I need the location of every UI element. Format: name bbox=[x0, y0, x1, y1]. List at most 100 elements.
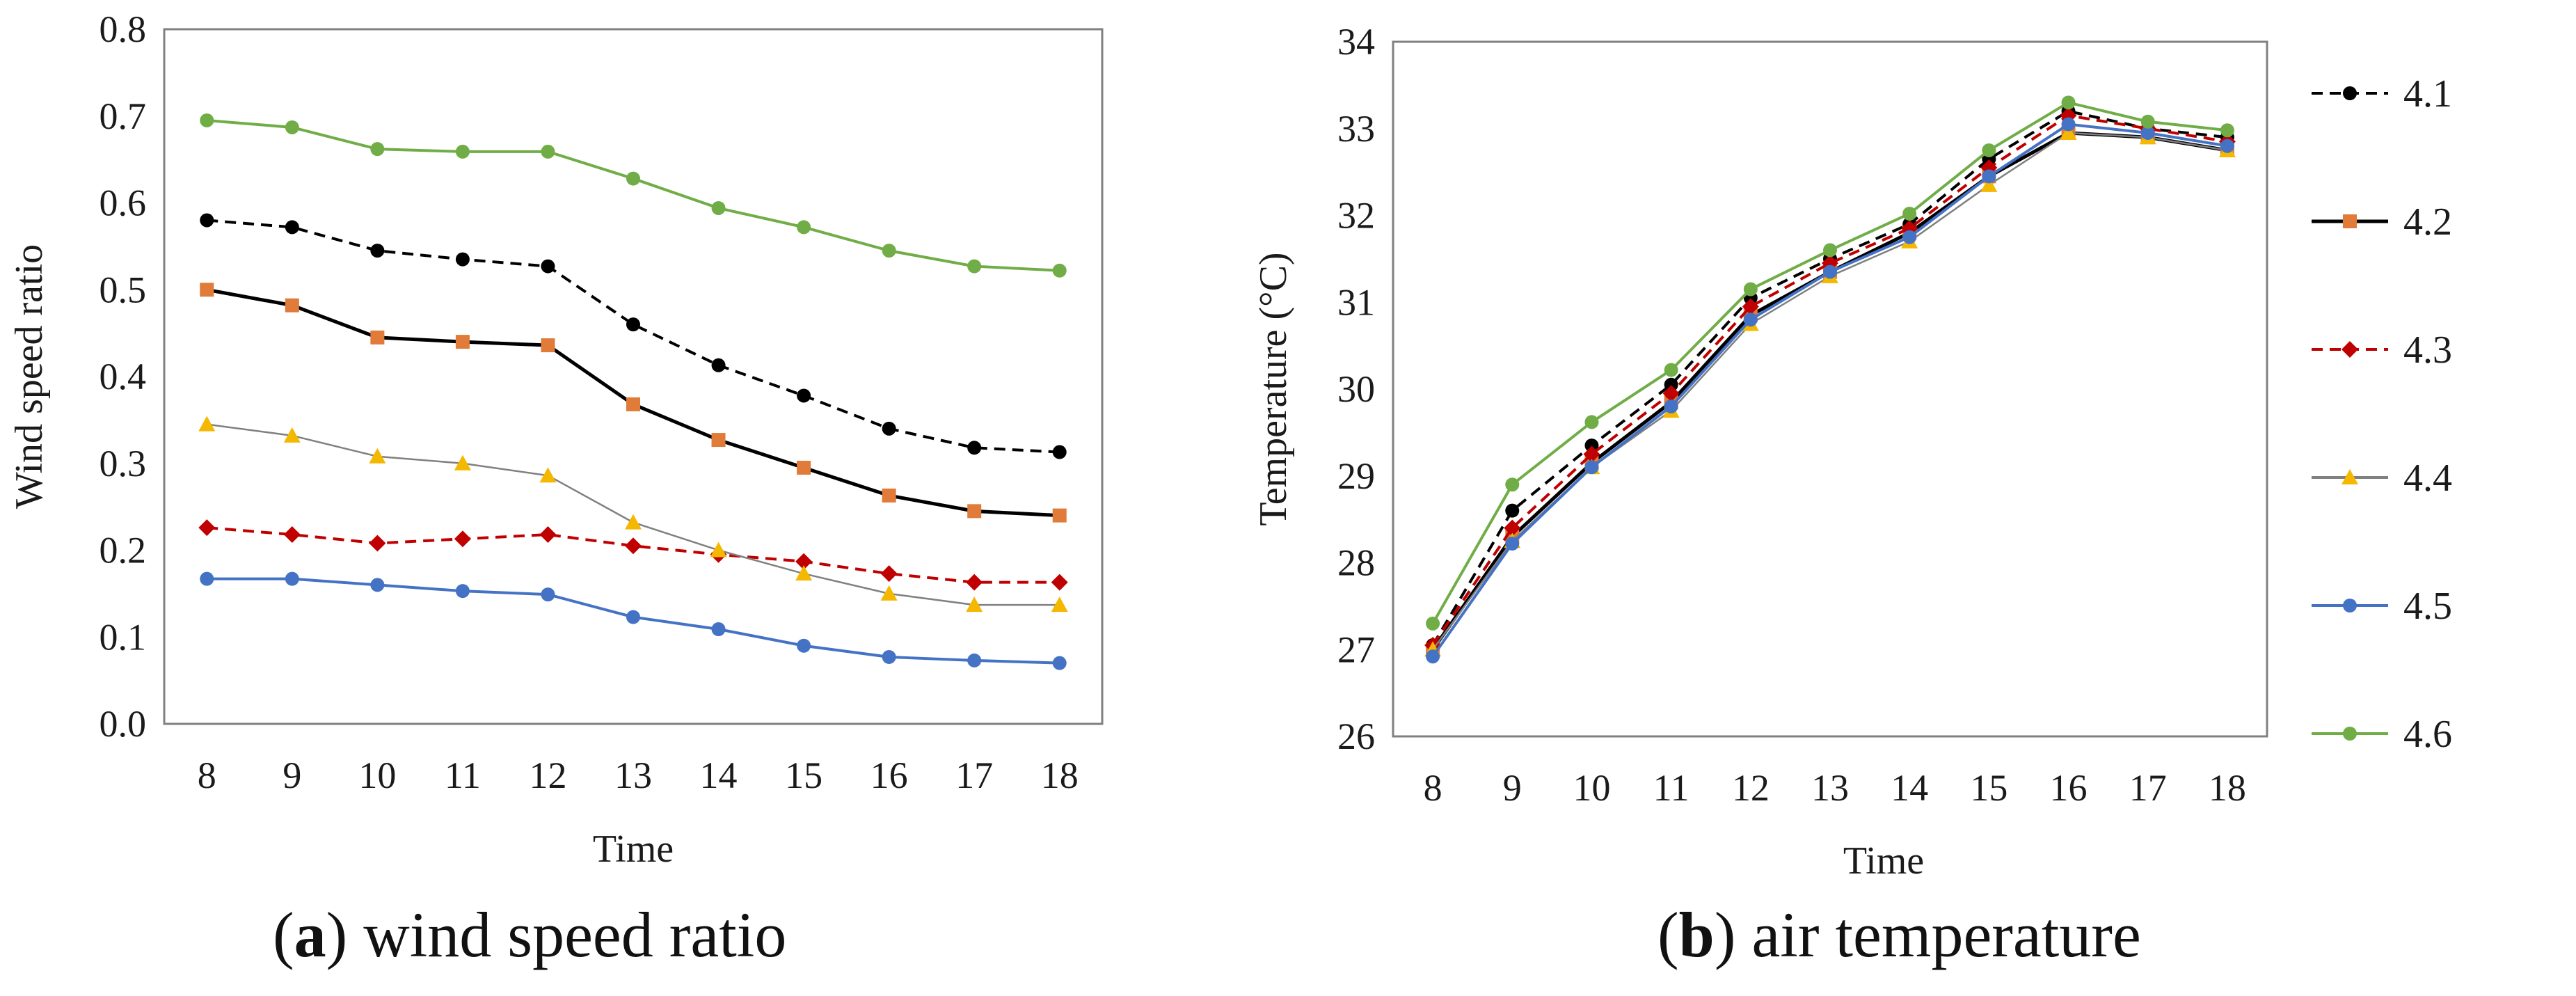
legend-marker bbox=[2342, 341, 2358, 358]
caption-b-letter: b bbox=[1678, 899, 1715, 970]
series-4.4-point bbox=[795, 565, 813, 581]
legend-item-4.1: 4.1 bbox=[2312, 72, 2452, 116]
series-4.3-point bbox=[283, 526, 301, 544]
series-4.5-point bbox=[967, 653, 982, 667]
series-4.4-point bbox=[369, 448, 386, 464]
series-4.3-point bbox=[880, 565, 898, 583]
x-tick-label: 8 bbox=[1424, 767, 1442, 809]
x-tick-label: 13 bbox=[1811, 767, 1849, 809]
series-4.6-point bbox=[711, 200, 726, 215]
x-tick-label: 18 bbox=[2209, 767, 2246, 809]
series-4.2-line bbox=[1431, 131, 2228, 651]
series-4.5-line bbox=[1431, 122, 2228, 658]
legend-marker bbox=[2343, 214, 2357, 228]
y-tick-label: 0.5 bbox=[100, 269, 147, 310]
series-4.5-point bbox=[1982, 169, 1996, 184]
series-4.2-point bbox=[285, 298, 299, 313]
series-4.5-point bbox=[2140, 125, 2155, 140]
series-4.2-point bbox=[200, 283, 214, 297]
series-4.5-point bbox=[882, 649, 896, 664]
y-tick-label: 34 bbox=[1337, 21, 1375, 63]
series-4.6-point bbox=[455, 144, 470, 159]
series-4.6-point bbox=[2140, 114, 2155, 129]
series-4.1-point bbox=[882, 421, 896, 436]
y-tick-label: 0.1 bbox=[100, 616, 147, 658]
series-4.6-point bbox=[1426, 616, 1440, 631]
series-4.6-point bbox=[882, 244, 896, 258]
x-tick-label: 17 bbox=[2129, 767, 2167, 809]
series-4.1-point bbox=[626, 317, 640, 332]
series-4.5-point bbox=[1505, 537, 1520, 551]
series-4.3-line bbox=[207, 526, 1060, 584]
series-4.1-point bbox=[967, 441, 982, 455]
series-4.3-point bbox=[1742, 298, 1759, 315]
series-4.6-point bbox=[1052, 263, 1067, 278]
series-4.4-point bbox=[1051, 596, 1068, 612]
series-4.6-point bbox=[285, 120, 299, 134]
caption-a-text: wind speed ratio bbox=[363, 899, 787, 970]
series-4.4-point bbox=[966, 596, 983, 612]
series-4.1-point bbox=[1505, 503, 1520, 518]
series-4.5-point bbox=[1743, 313, 1758, 327]
caption-b: (b) air temperature bbox=[1657, 899, 2141, 970]
series-4.1-point bbox=[370, 244, 385, 258]
series-4.2-point bbox=[967, 504, 982, 519]
x-tick-label: 16 bbox=[2050, 767, 2088, 809]
y-tick-label: 0.4 bbox=[100, 356, 147, 397]
series-4.4-point bbox=[198, 416, 216, 432]
series-4.3-point bbox=[369, 535, 386, 552]
y-tick-label: 27 bbox=[1337, 629, 1375, 670]
legend-label: 4.5 bbox=[2403, 585, 2452, 628]
series-4.6-point bbox=[1743, 282, 1758, 297]
x-tick-label: 11 bbox=[1653, 767, 1689, 809]
y-tick-labels: 0.0 0.1 0.2 0.3 0.4 0.5 0.6 0.7 0.8 bbox=[100, 8, 147, 745]
y-axis-label: Wind speed ratio bbox=[8, 244, 51, 509]
legend-item-4.3: 4.3 bbox=[2312, 329, 2452, 372]
legend-label: 4.1 bbox=[2403, 72, 2452, 116]
legend-marker bbox=[2342, 469, 2358, 484]
x-axis-label: Time bbox=[1843, 839, 1924, 883]
series-4.5-point bbox=[711, 622, 726, 637]
y-tick-label: 32 bbox=[1337, 195, 1375, 237]
series-4.1-point bbox=[711, 358, 726, 372]
series-4.2-point bbox=[541, 338, 555, 353]
y-axis-label: Temperature (°C) bbox=[1253, 252, 1295, 525]
series-4.2-point bbox=[711, 433, 726, 448]
series-4.5-point bbox=[455, 584, 470, 599]
series-4.3-point bbox=[795, 553, 813, 570]
series-4.6-point bbox=[2220, 123, 2234, 138]
series-4.4-point bbox=[2060, 124, 2077, 140]
series-4.1-point bbox=[541, 259, 555, 274]
plot-area-frame bbox=[163, 28, 1104, 725]
wind-speed-ratio-chart: 0.0 0.1 0.2 0.3 0.4 0.5 0.6 0.7 0.8 8 9 10 11 12 13 14… bbox=[8, 8, 1104, 871]
plot-area-frame bbox=[1392, 40, 2268, 738]
series-4.6-point bbox=[1982, 143, 1996, 157]
caption-a: (a) wind speed ratio bbox=[273, 899, 787, 970]
y-tick-label: 29 bbox=[1337, 455, 1375, 497]
series-4.3-point bbox=[1583, 445, 1600, 463]
y-tick-label: 0.3 bbox=[100, 443, 147, 484]
legend-marker bbox=[2343, 86, 2357, 100]
y-tick-label: 0.7 bbox=[100, 95, 147, 137]
series-4.1-point bbox=[797, 388, 811, 403]
series-4.6-point bbox=[626, 171, 640, 186]
y-tick-label: 26 bbox=[1337, 716, 1375, 757]
series-4.3-point bbox=[198, 519, 216, 537]
series-4.3-point bbox=[1504, 519, 1521, 537]
series-4.5-point bbox=[541, 587, 555, 602]
x-tick-label: 13 bbox=[614, 754, 652, 796]
legend-item-4.4: 4.4 bbox=[2312, 457, 2452, 500]
x-tick-label: 11 bbox=[445, 754, 481, 796]
series-4.5-point bbox=[797, 638, 811, 653]
x-tick-label: 16 bbox=[870, 754, 908, 796]
y-tick-label: 0.8 bbox=[100, 8, 147, 50]
series-4.5 bbox=[1426, 117, 2234, 664]
legend-label: 4.4 bbox=[2403, 457, 2452, 500]
series-4.6 bbox=[200, 113, 1067, 278]
x-tick-label: 8 bbox=[198, 754, 216, 796]
series-4.5-point bbox=[1426, 649, 1440, 664]
series-4.2-point bbox=[797, 460, 811, 475]
series-4.3-point bbox=[454, 530, 471, 548]
x-tick-label: 15 bbox=[785, 754, 822, 796]
